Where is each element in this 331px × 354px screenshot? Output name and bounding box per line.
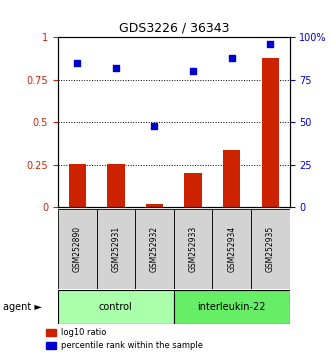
Bar	[261, 58, 279, 207]
Point	[229, 55, 234, 61]
Point	[113, 65, 118, 70]
Text: agent ►: agent ►	[3, 302, 42, 312]
Bar	[223, 150, 240, 207]
Text: GSM252933: GSM252933	[189, 225, 198, 272]
Bar	[46, 329, 56, 336]
Text: log10 ratio: log10 ratio	[61, 328, 107, 337]
Text: GSM252934: GSM252934	[227, 225, 236, 272]
Text: GSM252890: GSM252890	[73, 225, 82, 272]
Text: control: control	[99, 302, 133, 312]
Text: interleukin-22: interleukin-22	[198, 302, 266, 312]
Text: GSM252935: GSM252935	[266, 225, 275, 272]
Point	[268, 41, 273, 47]
Bar	[174, 209, 213, 289]
Text: GSM252932: GSM252932	[150, 225, 159, 272]
Text: GSM252931: GSM252931	[111, 225, 120, 272]
Bar	[135, 209, 174, 289]
Bar	[174, 290, 290, 324]
Bar	[58, 209, 97, 289]
Bar	[146, 204, 163, 207]
Text: percentile rank within the sample: percentile rank within the sample	[61, 341, 203, 350]
Bar	[69, 164, 86, 207]
Bar	[107, 164, 124, 207]
Point	[152, 123, 157, 129]
Bar	[46, 342, 56, 349]
Point	[74, 60, 80, 65]
Bar	[213, 209, 251, 289]
Bar	[58, 290, 174, 324]
Bar	[184, 173, 202, 207]
Bar	[97, 209, 135, 289]
Bar	[251, 209, 290, 289]
Title: GDS3226 / 36343: GDS3226 / 36343	[118, 22, 229, 35]
Point	[190, 68, 196, 74]
